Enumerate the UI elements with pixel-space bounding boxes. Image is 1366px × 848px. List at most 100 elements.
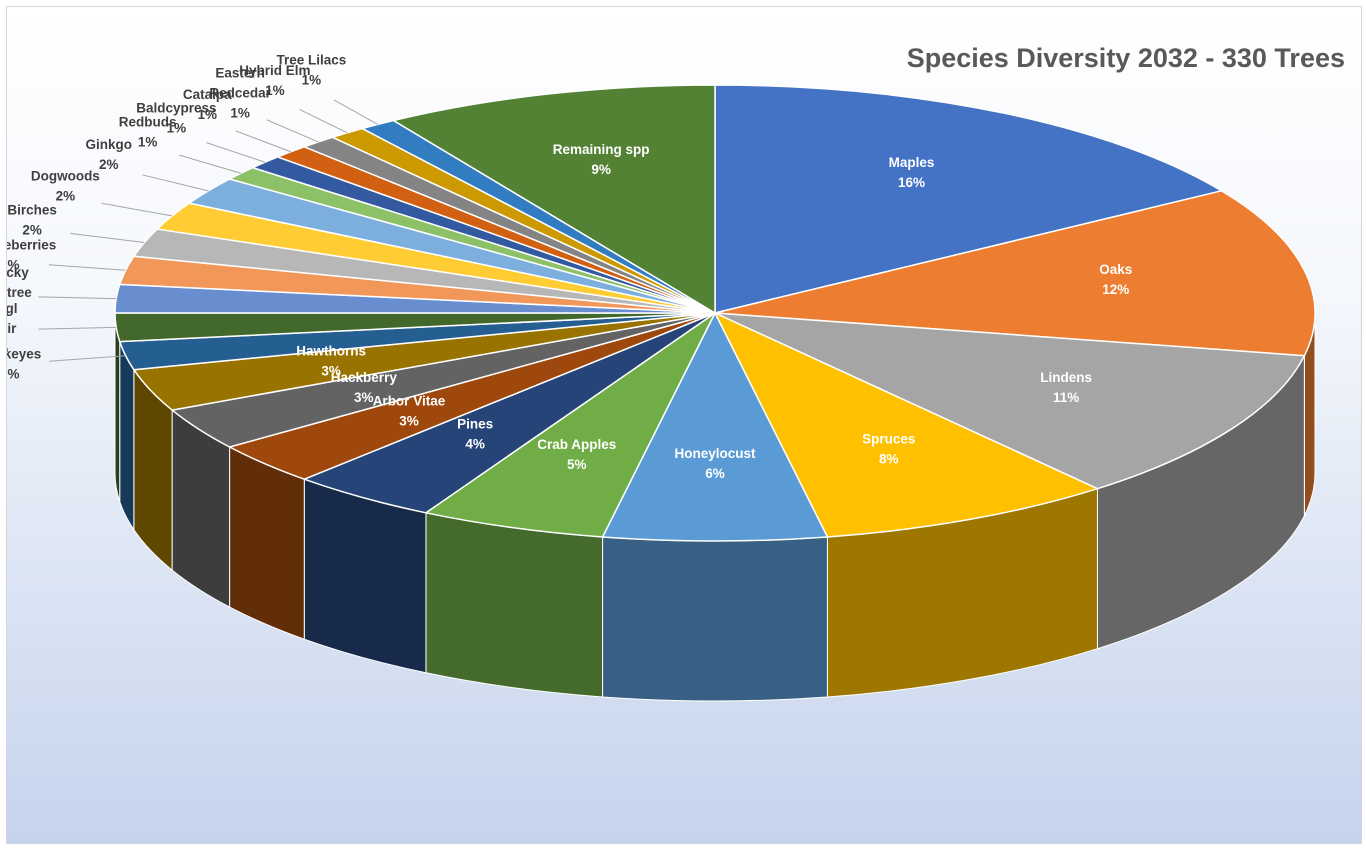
data-label-value: 2% xyxy=(7,366,19,381)
data-label-remaining-spp: Remaining spp 9% xyxy=(553,142,650,177)
data-label-name: Spruces xyxy=(862,431,915,446)
slice-crab-apples xyxy=(425,312,716,538)
pie-slices xyxy=(114,84,1316,542)
data-label-name: Dougl xyxy=(7,301,18,316)
data-label-name: Baldcypress xyxy=(136,100,216,115)
data-label-arbor-vitae: Arbor Vitae 3% xyxy=(373,394,446,429)
data-label-name: Kentucky xyxy=(7,265,29,280)
data-label-value: 2% xyxy=(22,222,42,237)
data-label-value: 2% xyxy=(7,258,19,273)
data-label-catalpa: Catalpa 1% xyxy=(183,87,232,122)
data-label-name: Crab Apples xyxy=(537,437,616,452)
data-label-value: 1% xyxy=(198,107,218,122)
data-label-name: Hawthorns xyxy=(296,344,366,359)
chart-title: Species Diversity 2032 - 330 Trees xyxy=(906,43,1345,73)
data-label-hawthorns: Hawthorns 3% xyxy=(296,344,366,379)
data-label-name: Birches xyxy=(7,202,57,217)
slice-spruces xyxy=(714,312,1099,538)
data-label-buckeyes: Buckeyes 2% xyxy=(7,346,41,381)
data-label-name: Coffeetree xyxy=(7,285,32,300)
leader-line-kentucky-coffeetree xyxy=(38,296,117,300)
leader-line-dougl-as-fir xyxy=(38,326,117,330)
data-label-value: 2% xyxy=(7,341,8,356)
data-label-name: Remaining spp xyxy=(553,142,650,157)
leader-line-catalpa xyxy=(235,130,291,153)
data-label-name: Hackberry xyxy=(331,370,398,385)
leader-line-eastern-redcedar xyxy=(266,119,319,143)
data-label-value: 2% xyxy=(7,305,8,320)
data-label-name: Pines xyxy=(457,416,493,431)
data-label-hackberry: Hackberry 3% xyxy=(331,370,398,405)
data-label-tree-lilacs: Tree Lilacs 1% xyxy=(277,52,347,87)
data-label-honeylocust: Honeylocust 6% xyxy=(674,446,756,481)
data-label-name: Eastern xyxy=(215,66,265,81)
slice-oaks xyxy=(714,190,1316,357)
chart-area: Maples 16% Oaks 12% Lindens 11% Spruces 8% Honey… xyxy=(6,6,1362,844)
leader-line-buckeyes xyxy=(48,355,126,362)
leader-line-baldcypress xyxy=(206,142,266,163)
data-label-value: 16% xyxy=(898,175,925,190)
data-label-oaks: Oaks 12% xyxy=(1099,262,1132,297)
pie-side-walls xyxy=(114,312,1316,702)
data-label-eastern-redcedar: Eastern Redcedar 1% xyxy=(209,66,271,121)
data-label-redbuds: Redbuds 1% xyxy=(119,114,177,149)
data-label-value: 2% xyxy=(99,157,119,172)
data-label-value: 1% xyxy=(138,134,158,149)
data-label-value: 6% xyxy=(705,466,725,481)
slice-maples xyxy=(714,84,1223,314)
data-label-value: 1% xyxy=(302,72,322,87)
data-label-name: Hybrid Elm xyxy=(239,63,310,78)
data-label-dogwoods: Dogwoods 2% xyxy=(31,169,100,204)
slice-side-crab-apples xyxy=(425,512,604,698)
leader-line-redbuds xyxy=(179,154,242,174)
data-label-value: 3% xyxy=(321,364,341,379)
data-label-value: 8% xyxy=(879,451,899,466)
data-label-spruces: Spruces 8% xyxy=(862,431,915,466)
data-label-dougl-as-fir: Douglas Fir2% xyxy=(7,301,18,356)
leader-line-serviceberries xyxy=(48,264,126,271)
leader-line-hybrid-elm xyxy=(299,108,348,134)
data-label-value: 1% xyxy=(230,106,250,121)
slice-remaining-spp xyxy=(392,84,716,314)
leader-line-dogwoods xyxy=(101,202,173,217)
data-label-name: as Fir xyxy=(7,321,17,336)
data-label-name: Maples xyxy=(889,155,935,170)
leader-line-ginkgo xyxy=(142,174,209,192)
data-label-pines: Pines 4% xyxy=(457,416,493,451)
slice-lindens xyxy=(714,312,1306,490)
data-label-hybrid-elm: Hybrid Elm 1% xyxy=(239,63,310,98)
slice-honeylocust xyxy=(601,312,829,542)
data-label-lindens: Lindens 11% xyxy=(1040,370,1092,405)
data-label-name: Oaks xyxy=(1099,262,1132,277)
data-label-birches: Birches 2% xyxy=(7,202,57,237)
pie-chart: Maples 16% Oaks 12% Lindens 11% Spruces 8% Honey… xyxy=(7,52,1316,702)
data-label-name: Dogwoods xyxy=(31,169,100,184)
data-label-name: Tree Lilacs xyxy=(277,52,347,67)
data-label-crab-apples: Crab Apples 5% xyxy=(537,437,616,472)
data-label-value: 12% xyxy=(1102,282,1129,297)
leader-line-tree-lilacs xyxy=(333,99,378,125)
data-label-value: 4% xyxy=(465,436,485,451)
slice-side-buckeyes xyxy=(119,341,135,532)
data-labels: Maples 16% Oaks 12% Lindens 11% Spruces 8% Honey… xyxy=(7,52,1132,481)
data-label-name: Buckeyes xyxy=(7,346,41,361)
data-label-ginkgo: Ginkgo 2% xyxy=(86,137,133,172)
data-label-name: Honeylocust xyxy=(674,446,756,461)
data-label-value: 3% xyxy=(399,414,419,429)
data-label-serviceberries: Serviceberries 2% xyxy=(7,238,56,273)
slice-side-honeylocust xyxy=(602,536,828,702)
data-label-name: Lindens xyxy=(1040,370,1092,385)
data-label-baldcypress: Baldcypress 1% xyxy=(136,100,216,135)
data-label-value: 2% xyxy=(56,189,76,204)
data-label-value: 3% xyxy=(354,390,374,405)
data-label-kentucky-coffeetree: Kentucky Coffeetree 2% xyxy=(7,265,32,320)
data-label-name: Arbor Vitae xyxy=(373,394,446,409)
data-label-name: Redcedar xyxy=(209,86,271,101)
data-label-value: 1% xyxy=(167,120,187,135)
data-label-name: Redbuds xyxy=(119,114,177,129)
data-label-value: 1% xyxy=(265,83,285,98)
leader-lines xyxy=(38,99,378,362)
data-label-name: Serviceberries xyxy=(7,238,56,253)
data-label-name: Ginkgo xyxy=(86,137,133,152)
data-label-maples: Maples 16% xyxy=(889,155,935,190)
